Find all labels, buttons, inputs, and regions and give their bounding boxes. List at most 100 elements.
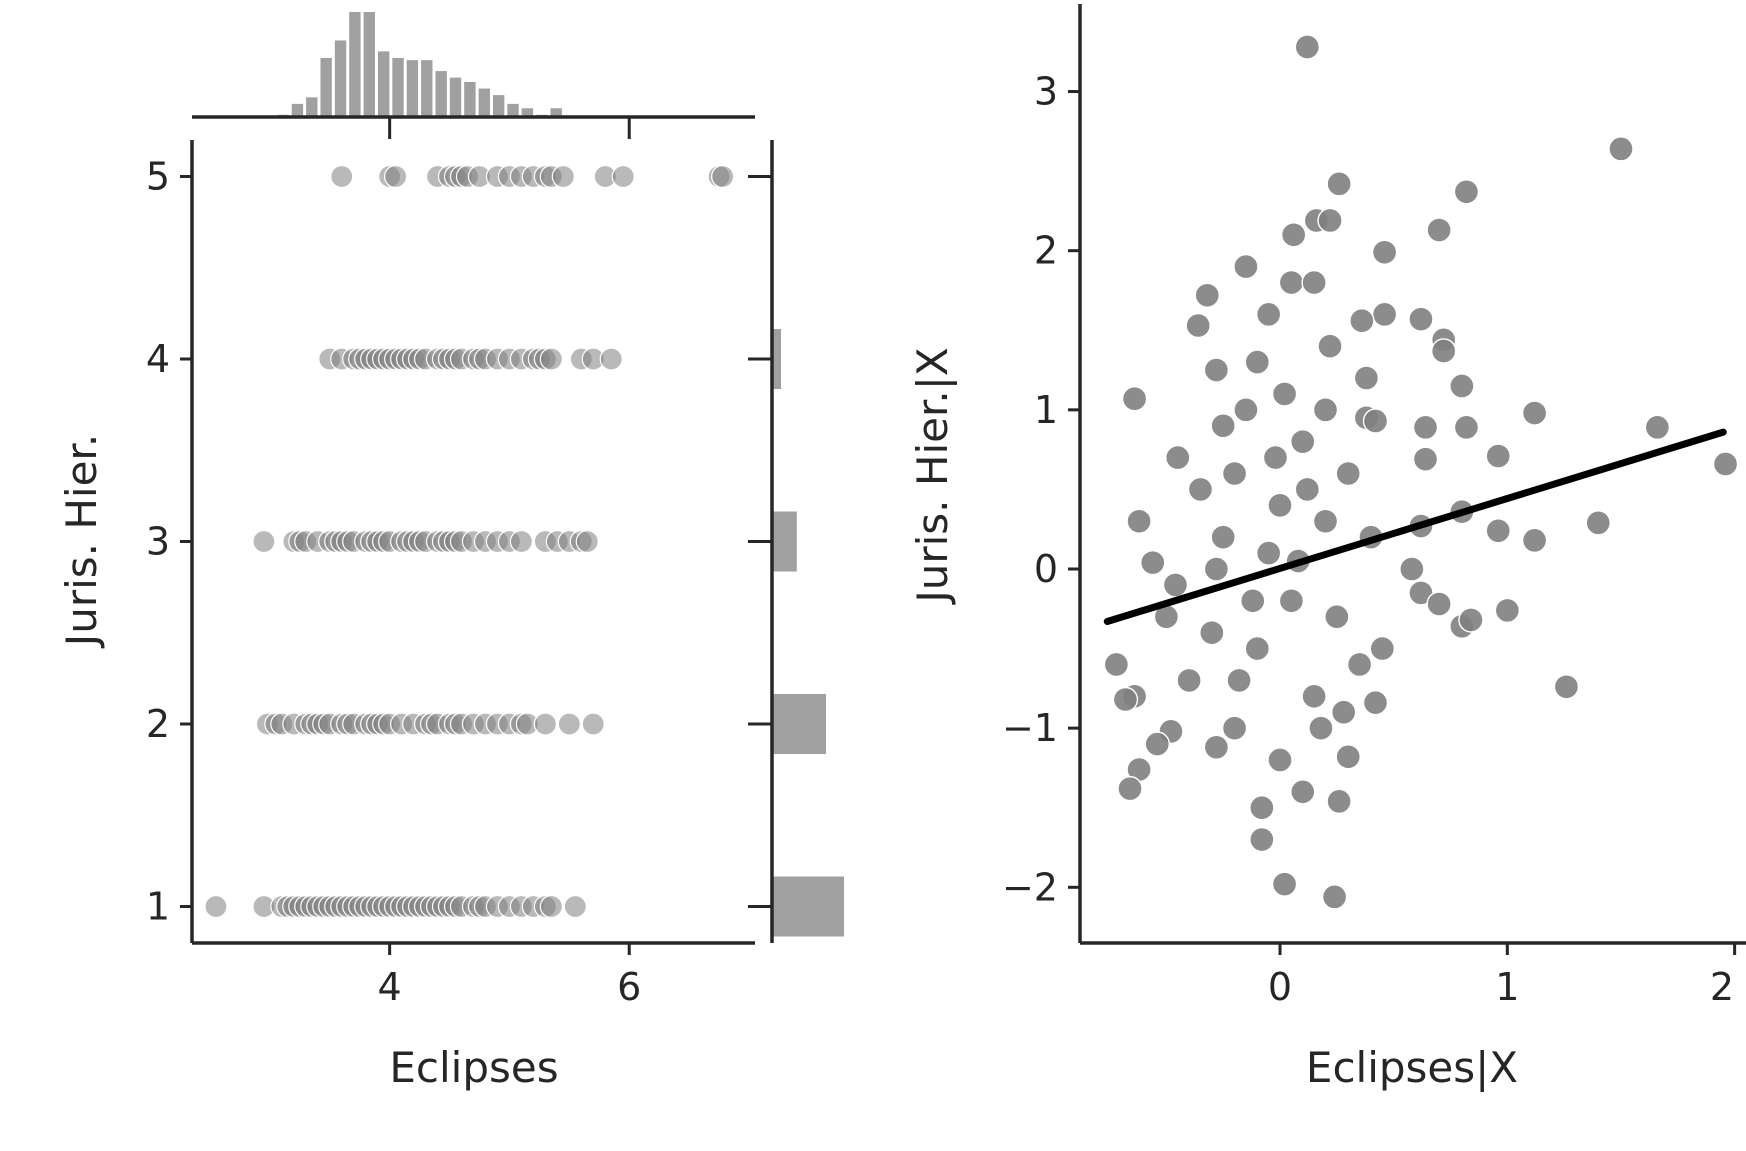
right-scatter-point: [1221, 715, 1248, 741]
right-scatter-point: [1294, 34, 1321, 60]
right-scatter-point: [1330, 699, 1357, 725]
right-scatter-point: [1430, 338, 1457, 364]
right-scatter-point: [1399, 556, 1425, 582]
top-histogram-bar: [521, 108, 534, 117]
left-scatter-point: [563, 894, 587, 919]
right-scatter-point: [1412, 446, 1439, 472]
fit-line-group: [1103, 428, 1727, 626]
right-scatter-point: [1262, 444, 1289, 471]
left-scatter-point: [384, 164, 408, 189]
left-axes: 1 2 3 4 5 4 6: [146, 117, 772, 1009]
right-scatter-point: [1362, 689, 1389, 716]
right-scatter-point: [1203, 556, 1230, 582]
right-scatter-point: [1240, 588, 1266, 614]
right-scatter-point: [1140, 549, 1166, 576]
right-scatter-point: [1485, 518, 1511, 544]
right-y-tick-label: 1: [1034, 388, 1058, 432]
top-histogram-bar: [363, 12, 375, 117]
regression-fit-line: [1103, 428, 1727, 626]
left-scatter-point: [539, 894, 563, 919]
right-scatter-point: [1412, 414, 1439, 441]
top-histogram-bar: [478, 88, 490, 117]
right-scatter-point: [1324, 604, 1350, 630]
top-histogram-bar: [349, 12, 361, 117]
right-scatter-point: [1126, 508, 1152, 534]
right-scatter-point: [1585, 510, 1611, 536]
right-scatter-points: [1103, 34, 1739, 910]
left-scatter-point: [509, 529, 534, 554]
left-scatter-point: [533, 712, 557, 736]
right-x-axis-label: Eclipses|X: [1306, 1043, 1518, 1092]
right-scatter-point: [1162, 572, 1189, 598]
right-scatter-point: [1644, 414, 1671, 441]
right-scatter-point: [1426, 217, 1452, 243]
left-y-tick-label: 2: [146, 702, 170, 746]
left-scatter-point: [551, 164, 575, 189]
right-scatter-point: [1194, 282, 1220, 308]
right-histogram-bar: [772, 329, 781, 389]
right-scatter-point: [1199, 619, 1225, 646]
left-scatter-points: [204, 164, 735, 919]
right-scatter-point: [1221, 460, 1248, 487]
left-x-tick-label: 6: [617, 965, 641, 1009]
left-scatter-point: [581, 712, 605, 736]
left-y-tick-label: 1: [146, 885, 170, 929]
right-scatter-point: [1326, 171, 1352, 197]
right-scatter-point: [1371, 239, 1398, 265]
right-scatter-point: [1278, 269, 1305, 296]
right-y-tick-label: 0: [1034, 547, 1058, 591]
left-scatter-point: [252, 529, 276, 554]
right-scatter-point: [1335, 460, 1361, 487]
right-y-axis-label: Juris. Hier.|X: [908, 347, 957, 605]
right-scatter-point: [1553, 674, 1580, 700]
right-scatter-point: [1267, 747, 1293, 773]
right-scatter-point: [1244, 635, 1270, 662]
right-scatter-point: [1326, 788, 1352, 815]
right-scatter-point: [1608, 136, 1634, 162]
top-histogram-bar: [306, 97, 318, 117]
right-scatter-point: [1187, 476, 1214, 503]
right-scatter-point: [1301, 269, 1327, 296]
right-scatter-point: [1346, 651, 1373, 678]
right-scatter-point: [1280, 222, 1307, 248]
right-scatter-point: [1294, 476, 1321, 503]
right-scatter-point: [1271, 871, 1298, 897]
right-scatter-point: [1103, 651, 1130, 678]
top-histogram-bar: [492, 95, 505, 117]
top-histogram-bar: [392, 57, 404, 117]
right-scatter-point: [1176, 667, 1202, 694]
right-y-tick-label: −2: [1002, 865, 1058, 909]
left-scatter-point: [611, 164, 635, 189]
top-histogram-bar: [334, 40, 347, 117]
right-scatter-point: [1203, 357, 1230, 383]
left-scatter-point: [711, 164, 735, 189]
right-scatter-point: [1408, 580, 1434, 606]
left-y-tick-label: 4: [146, 337, 170, 381]
right-x-tick-label: 1: [1495, 965, 1519, 1009]
right-scatter-point: [1267, 492, 1293, 519]
right-marginal-histogram: [770, 140, 844, 943]
right-axes: −2 −1 0 1 2 3 0 1 2: [1002, 4, 1746, 1009]
right-scatter-point: [1255, 301, 1282, 328]
right-scatter-point: [1371, 301, 1398, 328]
left-scatter-point: [557, 712, 581, 736]
top-histogram-bar: [406, 60, 419, 117]
right-scatter-point: [1210, 413, 1236, 439]
right-scatter-point: [1335, 744, 1361, 770]
right-scatter-point: [1249, 795, 1275, 821]
top-histogram-bar: [550, 108, 562, 117]
top-histogram-bar: [377, 51, 390, 117]
right-scatter-point: [1408, 306, 1434, 332]
right-scatter-point: [1458, 607, 1484, 633]
right-scatter-point: [1117, 775, 1143, 802]
right-scatter-point: [1249, 826, 1275, 853]
right-scatter-point: [1312, 508, 1339, 534]
top-histogram-bar: [320, 57, 332, 117]
right-x-tick-label: 0: [1268, 965, 1292, 1009]
left-x-axis-label: Eclipses: [389, 1043, 558, 1092]
right-scatter-point: [1290, 779, 1316, 805]
right-x-tick-label: 2: [1710, 965, 1734, 1009]
right-scatter-point: [1449, 373, 1475, 399]
